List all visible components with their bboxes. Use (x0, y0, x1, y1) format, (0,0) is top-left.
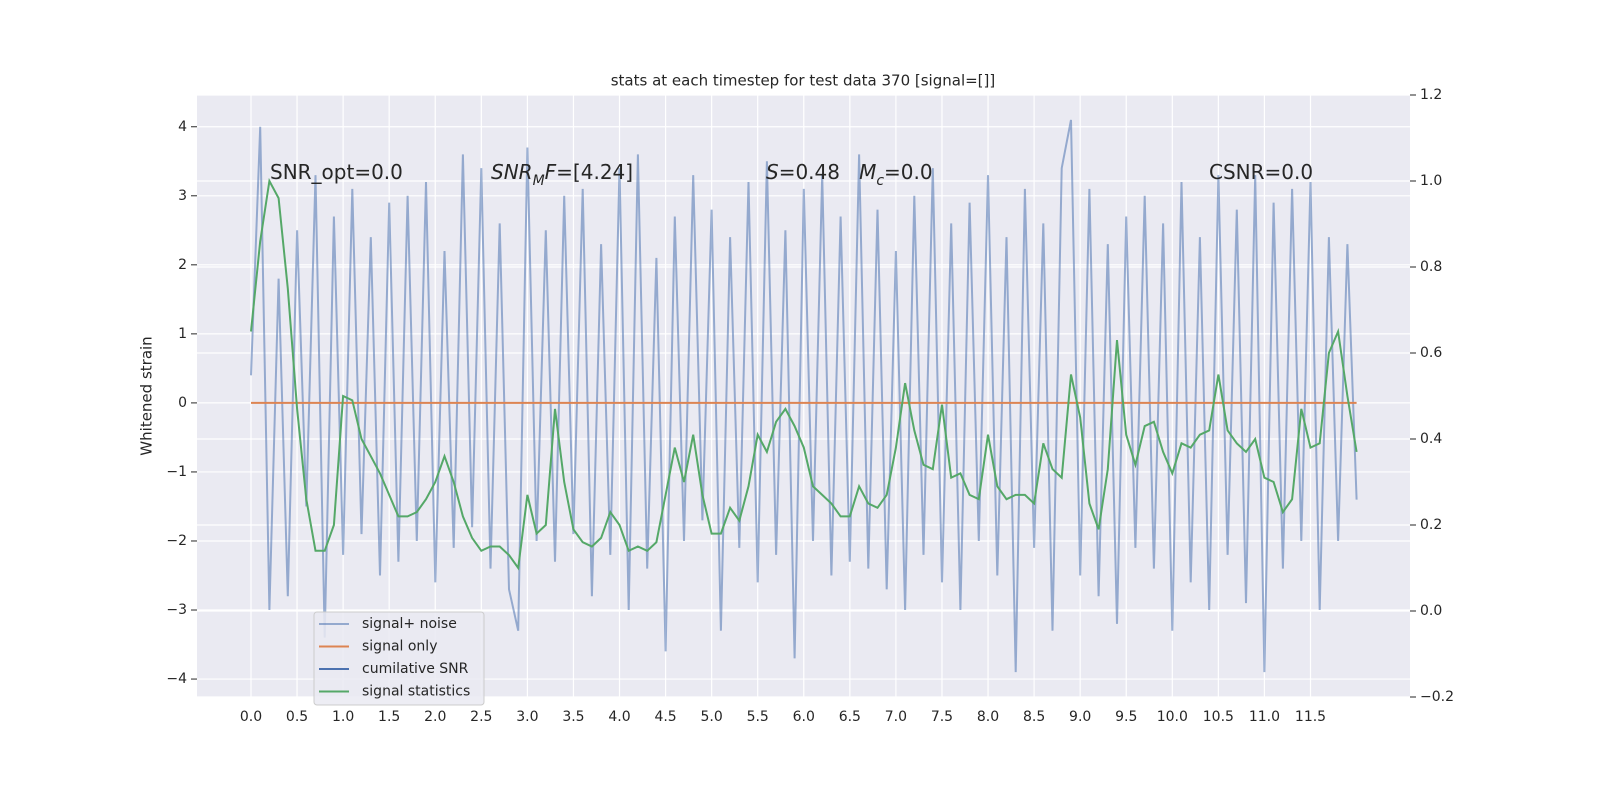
x-tick-label: 7.5 (931, 709, 953, 725)
y-tick-label: 2 (178, 257, 187, 273)
annotation-part: M (533, 173, 545, 189)
y-tick-label: 0 (178, 395, 187, 411)
y2-tick-label: 1.0 (1420, 173, 1442, 189)
legend-box (313, 611, 485, 706)
annotation-part: SNR_opt=0.0 (270, 160, 403, 184)
y-tick-label: −1 (166, 464, 187, 480)
series-line (250, 119, 1358, 673)
y2-tick-label: 0.4 (1420, 431, 1442, 447)
x-tick-label: 10.0 (1157, 709, 1188, 725)
annotation-part: SNR (491, 160, 533, 184)
y-tick-label: −3 (166, 602, 187, 618)
x-tick-label: 11.5 (1295, 709, 1326, 725)
x-tick-label: 5.0 (701, 709, 723, 725)
annotation-part: F (545, 160, 557, 184)
y2-tick-label: 1.2 (1420, 87, 1442, 103)
y-tick-label: 1 (178, 326, 187, 342)
x-tick-label: 4.0 (608, 709, 630, 725)
y2-tick-label: 0.6 (1420, 345, 1442, 361)
x-tick-label: 9.0 (1069, 709, 1091, 725)
series-line (250, 177, 1358, 571)
legend-label: cumilative SNR (362, 661, 469, 677)
x-tick-label: 5.5 (747, 709, 769, 725)
x-tick-label: 2.0 (424, 709, 446, 725)
x-tick-label: 8.5 (1023, 709, 1045, 725)
annotation-part: =0.0 (884, 160, 933, 184)
x-tick-label: 3.5 (562, 709, 584, 725)
annotation: SNRMF=[4.24] (491, 160, 633, 190)
x-tick-label: 8.0 (977, 709, 999, 725)
x-tick-label: 1.5 (378, 709, 400, 725)
annotation-part: =[4.24] (556, 160, 633, 184)
chart-title: stats at each timestep for test data 370… (611, 72, 996, 90)
x-tick-label: 0.5 (286, 709, 308, 725)
x-tick-label: 1.0 (332, 709, 354, 725)
x-tick-label: 3.0 (516, 709, 538, 725)
y2-tick-label: −0.2 (1420, 689, 1454, 705)
legend-label: signal only (362, 639, 437, 655)
annotation: SNR_opt=0.0 (270, 160, 403, 184)
x-tick-label: 10.5 (1203, 709, 1234, 725)
annotation-part: S (766, 160, 779, 184)
annotation: CSNR=0.0 (1209, 160, 1313, 184)
x-tick-label: 6.0 (793, 709, 815, 725)
x-tick-label: 7.0 (885, 709, 907, 725)
annotation-part: CSNR=0.0 (1209, 160, 1313, 184)
y-tick-label: 4 (178, 119, 187, 135)
y2-tick-label: 0.8 (1420, 259, 1442, 275)
annotation-part: c (876, 173, 884, 189)
x-tick-label: 4.5 (654, 709, 676, 725)
x-tick-label: 9.5 (1115, 709, 1137, 725)
annotation-part: M (859, 160, 876, 184)
x-tick-label: 6.5 (839, 709, 861, 725)
y-tick-label: −2 (166, 533, 187, 549)
y-tick-label: 3 (178, 188, 187, 204)
y2-tick-label: 0.0 (1420, 603, 1442, 619)
x-tick-label: 11.0 (1249, 709, 1280, 725)
y2-tick-label: 0.2 (1420, 517, 1442, 533)
x-tick-label: 0.0 (240, 709, 262, 725)
legend-label: signal statistics (362, 684, 470, 700)
annotation-part: =0.48 (779, 160, 859, 184)
annotation: S=0.48 Mc=0.0 (766, 160, 933, 190)
y-tick-label: −4 (166, 671, 187, 687)
x-tick-label: 2.5 (470, 709, 492, 725)
legend-label: signal+ noise (362, 616, 457, 632)
y-axis-label: Whitened strain (138, 336, 156, 455)
